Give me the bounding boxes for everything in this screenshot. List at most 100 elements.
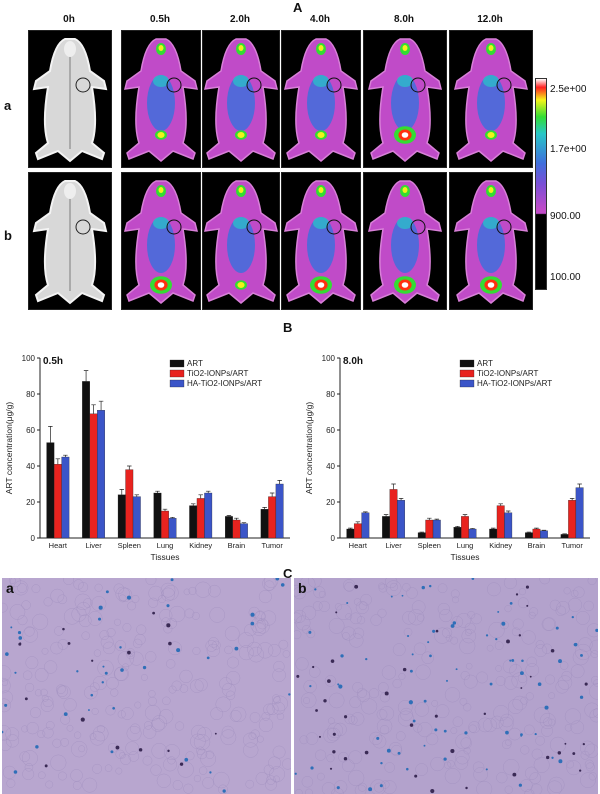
cell-outline xyxy=(467,610,476,619)
cell-outline xyxy=(441,627,453,638)
stained-spot xyxy=(222,789,226,793)
cell-outline xyxy=(13,580,29,596)
stained-spot xyxy=(365,657,368,661)
cell-outline xyxy=(520,696,529,705)
cell-outline xyxy=(78,745,86,753)
cell-outline xyxy=(587,578,597,586)
cell-outline xyxy=(6,778,16,788)
stained-spot xyxy=(308,630,312,634)
cell-outline xyxy=(356,616,366,625)
cell-outline xyxy=(447,760,455,768)
cell-outline xyxy=(278,639,289,650)
cell-outline xyxy=(502,758,520,776)
cell-outline xyxy=(63,578,75,586)
cell-outline xyxy=(461,628,477,644)
stained-spot xyxy=(80,717,85,722)
cell-outline xyxy=(17,615,28,626)
cell-outline xyxy=(477,717,493,733)
cell-outline xyxy=(468,721,481,734)
cell-outline xyxy=(245,779,255,789)
bar xyxy=(132,496,141,539)
cell-outline xyxy=(122,623,132,632)
cell-outline xyxy=(509,664,522,677)
stained-spot xyxy=(515,593,519,596)
cell-outline xyxy=(272,668,286,682)
cell-outline xyxy=(8,578,16,584)
cell-outline xyxy=(96,724,105,734)
cell-outline xyxy=(343,579,356,592)
stained-spot xyxy=(435,629,439,633)
timepoint-label: 2.0h xyxy=(229,14,250,25)
cell-outline xyxy=(208,637,219,648)
stained-spot xyxy=(310,766,314,770)
cell-outline xyxy=(208,584,221,598)
cell-outline xyxy=(73,731,82,739)
bar xyxy=(275,483,284,539)
stained-spot xyxy=(390,595,393,598)
legend-swatch xyxy=(459,379,475,388)
cell-outline xyxy=(40,688,48,697)
cell-outline xyxy=(454,756,469,770)
cell-outline xyxy=(272,745,286,759)
cell-outline xyxy=(113,618,122,626)
cell-outline xyxy=(206,643,220,658)
cell-outline xyxy=(472,761,485,773)
cell-outline xyxy=(272,701,286,715)
cell-outline xyxy=(272,694,281,703)
bar xyxy=(504,512,513,539)
stained-spot xyxy=(446,679,448,682)
stained-spot xyxy=(98,617,102,621)
cell-outline xyxy=(151,715,168,731)
cell-outline xyxy=(42,696,54,708)
category-label: Kidney xyxy=(189,541,212,550)
cell-outline xyxy=(21,600,31,610)
cell-outline xyxy=(541,643,553,654)
bar xyxy=(575,487,584,539)
cell-outline xyxy=(357,687,368,698)
stained-spot xyxy=(67,641,71,645)
cell-outline xyxy=(45,721,55,730)
cell-outline xyxy=(66,724,74,732)
cell-outline xyxy=(134,633,146,646)
cell-outline xyxy=(185,751,195,761)
stained-spot xyxy=(550,648,555,653)
category-label: Liver xyxy=(85,541,102,550)
cell-outline xyxy=(38,771,46,780)
stained-spot xyxy=(214,732,217,735)
cell-outline xyxy=(115,586,130,602)
stained-spot xyxy=(344,715,348,719)
cell-outline xyxy=(384,578,398,589)
cell-outline xyxy=(486,644,494,652)
y-tick-label: 100 xyxy=(22,354,36,363)
cell-outline xyxy=(2,738,12,752)
stained-spot xyxy=(379,784,383,788)
stained-spot xyxy=(126,595,132,600)
cell-outline xyxy=(444,687,461,703)
stained-spot xyxy=(250,621,255,626)
stained-spot xyxy=(423,744,426,747)
y-tick-label: 20 xyxy=(26,498,35,507)
cell-outline xyxy=(434,627,451,644)
cell-outline xyxy=(267,644,281,657)
cell-outline xyxy=(191,611,200,620)
cell-outline xyxy=(142,725,157,739)
y-tick-label: 0 xyxy=(331,534,336,543)
cell-outline xyxy=(244,623,257,637)
cell-outline xyxy=(150,764,162,776)
cell-outline xyxy=(503,578,517,590)
stained-spot xyxy=(483,712,487,716)
stained-spot xyxy=(450,624,455,628)
cell-outline xyxy=(533,707,550,724)
bar xyxy=(468,528,477,539)
mouse-image xyxy=(202,30,280,168)
cell-outline xyxy=(147,696,157,706)
cell-outline xyxy=(215,696,232,713)
stained-spot xyxy=(98,605,103,610)
error-bar xyxy=(170,516,175,519)
cell-outline xyxy=(561,670,572,682)
cell-outline xyxy=(250,617,266,633)
cell-outline xyxy=(22,626,39,643)
cell-outline xyxy=(580,772,596,789)
cell-outline xyxy=(52,738,62,748)
cell-outline xyxy=(93,649,102,657)
